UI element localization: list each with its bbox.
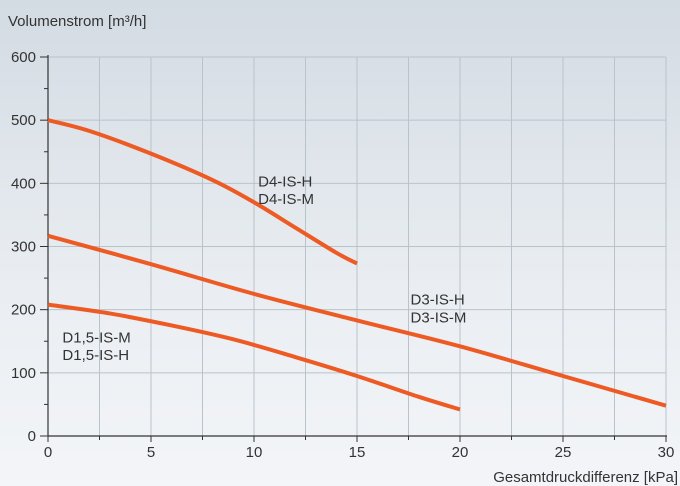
series-label-d3: D3-IS-M [411, 309, 467, 326]
series-lines [47, 118, 667, 412]
x-tick-label: 15 [349, 444, 366, 461]
series-label-d4: D4-IS-M [258, 191, 314, 208]
x-tick-label: 20 [452, 444, 469, 461]
x-tick-label: 5 [147, 444, 155, 461]
y-tick-label: 100 [11, 365, 36, 382]
series-line-d1-5 [47, 302, 461, 412]
series-label-d4: D4-IS-H [258, 173, 312, 190]
axes: 0 100 200 300 400 500 600 0 5 10 15 20 25 30 [11, 49, 674, 461]
y-tick-label: 200 [11, 302, 36, 319]
series-line-d3 [47, 233, 667, 408]
x-tick-label: 25 [555, 444, 572, 461]
x-tick-label: 0 [44, 444, 52, 461]
y-tick-label: 300 [11, 239, 36, 256]
series-label-d1-5: D1,5-IS-M [62, 330, 130, 347]
series-label-d1-5: D1,5-IS-H [62, 347, 129, 364]
x-axis-title: Gesamtdruckdifferenz [kPa] [493, 469, 678, 486]
y-axis-title: Volumenstrom [m³/h] [8, 13, 146, 30]
y-tick-label: 0 [28, 428, 36, 445]
y-tick-label: 600 [11, 49, 36, 66]
series-label-d3: D3-IS-H [411, 292, 465, 309]
series-labels: D4-IS-HD4-IS-M D3-IS-HD3-IS-M D1,5-IS-MD1,… [62, 173, 466, 364]
y-tick-label: 500 [11, 112, 36, 129]
series-line-d4 [47, 118, 358, 266]
x-tick-label: 10 [246, 444, 263, 461]
x-tick-label: 30 [658, 444, 675, 461]
y-tick-label: 400 [11, 175, 36, 192]
